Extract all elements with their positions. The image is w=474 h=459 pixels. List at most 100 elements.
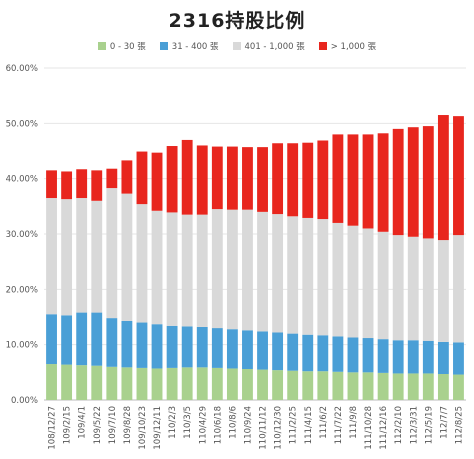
bar-segment-27-1 [453,342,464,375]
x-tick-label-11: 110/6/18 [213,406,223,444]
x-tick-label-5: 109/8/28 [123,406,133,444]
legend-swatch-2 [232,42,241,50]
bar-segment-25-2 [422,238,434,341]
y-tick-label-2: 20.00% [6,285,38,295]
x-tick-label-10: 110/4/29 [198,406,208,444]
bar-segment-8-2 [166,212,178,326]
bar-segment-24-3 [407,127,419,237]
x-tick-label-26: 112/7/7 [439,406,449,439]
bar-segment-19-2 [332,222,344,337]
bar-segment-26-2 [437,240,449,342]
x-tick-label-8: 110/2/3 [168,406,178,439]
bar-segment-23-2 [392,235,404,341]
bar-segment-20-1 [347,337,359,373]
x-tick-label-27: 112/8/25 [454,406,464,444]
bar-segment-13-1 [242,330,253,370]
bar-segment-11-0 [211,367,223,400]
bar-segment-9-2 [181,214,193,327]
bar-segment-7-3 [151,152,163,211]
legend-item-1: 31 - 400 張 [159,40,219,52]
bar-segment-8-3 [166,146,178,213]
bar-segment-21-1 [362,338,374,373]
bar-segment-27-0 [453,374,464,400]
x-tick-label-17: 111/4/15 [304,406,314,444]
x-tick-label-16: 111/2/25 [289,406,299,444]
bar-segment-18-0 [317,371,329,400]
bar-segment-25-3 [422,126,434,239]
bar-segment-11-3 [211,146,223,210]
legend-item-3: > 1,000 張 [318,40,377,52]
bar-segment-3-2 [91,200,103,313]
bar-segment-5-1 [121,320,133,368]
bar-segment-5-3 [121,160,133,194]
y-tick-label-1: 10.00% [6,341,38,351]
bar-segment-20-3 [347,134,359,226]
bar-segment-19-3 [332,134,344,223]
bar-segment-2-0 [76,365,88,400]
y-tick-label-3: 30.00% [6,230,38,240]
x-tick-label-3: 109/5/22 [93,406,103,444]
bar-segment-22-1 [377,339,389,373]
legend-swatch-1 [159,42,168,50]
bar-segment-6-0 [136,367,148,400]
bar-segment-1-2 [61,199,73,316]
bar-segment-2-2 [76,198,88,313]
bar-segment-5-2 [121,193,133,321]
bar-segment-14-1 [257,331,268,370]
bar-segment-14-3 [257,147,268,212]
bar-segment-13-0 [242,369,253,400]
bar-segment-4-0 [106,366,118,400]
bar-segment-6-2 [136,204,148,323]
bar-segment-27-3 [453,116,464,236]
bar-segment-16-2 [287,216,299,334]
x-tick-label-0: 108/12/27 [48,406,58,450]
bar-segment-21-2 [362,228,374,339]
bar-segment-23-0 [392,373,404,400]
bar-segment-17-1 [302,334,314,372]
legend-label-3: > 1,000 張 [330,42,377,52]
bar-segment-10-2 [196,214,208,327]
bar-segment-4-1 [106,318,118,367]
bar-segment-21-0 [362,372,374,400]
bar-segment-16-0 [287,370,299,400]
y-tick-label-4: 40.00% [6,175,38,185]
legend-label-1: 31 - 400 張 [171,42,219,52]
chart-legend: 0 - 30 張 31 - 400 張 401 - 1,000 張 > 1,000 張 [0,40,474,52]
x-tick-label-13: 110/9/24 [243,406,253,444]
bar-segment-0-2 [46,198,57,315]
x-tick-label-24: 112/3/31 [409,406,419,444]
x-tick-label-4: 109/7/10 [108,406,118,444]
bar-segment-8-1 [166,325,178,368]
bar-segment-18-1 [317,335,329,372]
bar-segment-6-1 [136,322,148,368]
bar-segment-18-3 [317,140,329,220]
x-tick-label-15: 110/12/30 [274,406,284,450]
bar-segment-26-0 [437,373,449,400]
bar-segment-9-1 [181,326,193,368]
bar-segment-10-3 [196,145,208,215]
bar-segment-22-0 [377,372,389,400]
y-tick-label-0: 0.00% [11,396,38,406]
bar-segment-12-0 [226,368,238,400]
bar-segment-22-3 [377,133,389,232]
x-tick-label-23: 112/2/10 [394,406,404,444]
bar-segment-15-1 [272,332,284,371]
bar-segment-20-0 [347,372,359,400]
x-tick-label-22: 111/12/16 [379,406,389,450]
bar-segment-1-1 [61,315,73,365]
bar-segment-25-0 [422,373,434,400]
bar-segment-4-3 [106,168,118,189]
bar-segment-2-1 [76,312,88,366]
bar-segment-8-0 [166,367,178,400]
bar-segment-16-3 [287,143,299,217]
bar-segment-10-1 [196,326,208,368]
bar-segment-2-3 [76,169,88,199]
bar-segment-3-0 [91,365,103,400]
bar-segment-12-3 [226,146,238,210]
bar-segment-15-3 [272,143,284,215]
x-tick-label-14: 110/11/12 [259,406,269,450]
legend-item-0: 0 - 30 張 [97,40,146,52]
bar-segment-16-1 [287,333,299,371]
x-tick-label-25: 112/5/19 [424,406,434,444]
bar-segment-5-0 [121,367,133,400]
